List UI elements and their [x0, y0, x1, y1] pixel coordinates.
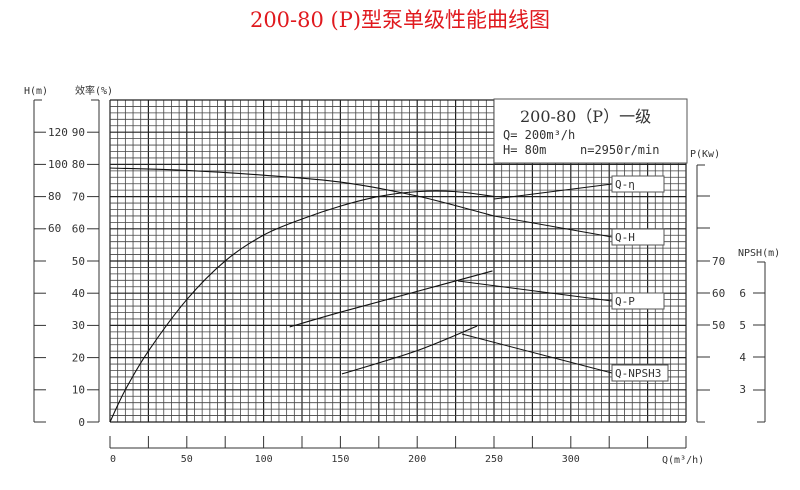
p-tick-label: 60 [712, 287, 725, 300]
label-box-q-p [611, 292, 665, 310]
x-tick-label: 100 [255, 454, 273, 465]
h-tick-label: 120 [48, 126, 68, 139]
eff-tick-label: 0 [78, 416, 85, 429]
axes: 1201008060908070605040302010070605065430… [33, 99, 766, 465]
info-model: 200-80（P）一级 [520, 107, 651, 126]
curve-label-q-npsh3: Q-NPSH3 [615, 367, 661, 380]
info-box [493, 98, 688, 164]
leader-line-q- [493, 183, 613, 200]
curve-q- [109, 190, 495, 423]
info-head: H= 80m [503, 143, 546, 157]
npsh-tick-label: 5 [739, 319, 746, 332]
curve-q-p [289, 270, 493, 328]
npsh-tick-label: 4 [739, 351, 746, 364]
h-tick-label: 80 [48, 190, 61, 203]
info-flow: Q= 200m³/h [503, 128, 575, 142]
x-tick-label: 200 [408, 454, 426, 465]
eff-tick-label: 80 [72, 158, 85, 171]
h-tick-label: 100 [48, 158, 68, 171]
label-box-q-h [611, 228, 665, 246]
label-box-q-npsh3 [611, 364, 669, 382]
grid [109, 99, 687, 423]
curve-label-q-: Q-η [615, 178, 635, 191]
info-speed: n=2950r/min [580, 143, 659, 157]
x-tick-label: 300 [562, 454, 580, 465]
npsh-tick-label: 3 [739, 383, 746, 396]
npsh-tick-label: 6 [739, 287, 746, 300]
p-axis-label: P(Kw) [690, 149, 720, 160]
label-box-q- [611, 175, 665, 193]
curve-q-h [109, 167, 495, 217]
eff-tick-label: 90 [72, 126, 85, 139]
h-axis-label: H(m) [24, 86, 48, 97]
eff-axis-label: 效率(%) [75, 84, 113, 97]
x-axis-label: Q(m³/h) [662, 455, 704, 466]
x-tick-label: 0 [110, 454, 116, 465]
leader-line-q-npsh3 [461, 333, 613, 374]
curve-label-q-p: Q-P [615, 295, 635, 308]
eff-tick-label: 70 [72, 190, 85, 203]
chart-title: 200-80 (P)型泵单级性能曲线图 [249, 8, 551, 32]
curves: Q-η Q-H Q-P Q-NPSH3 [109, 167, 669, 423]
leader-line-q-h [493, 215, 613, 238]
curve-q-npsh3 [341, 325, 478, 375]
x-tick-label: 50 [181, 454, 193, 465]
leader-line-q-p [457, 280, 613, 302]
eff-tick-label: 50 [72, 255, 85, 268]
eff-tick-label: 20 [72, 351, 85, 364]
eff-tick-label: 10 [72, 384, 85, 397]
eff-tick-label: 30 [72, 319, 85, 332]
curve-label-q-h: Q-H [615, 231, 635, 244]
x-tick-label: 150 [331, 454, 349, 465]
p-tick-label: 70 [712, 255, 725, 268]
npsh-axis-label: NPSH(m) [738, 248, 780, 259]
h-tick-label: 60 [48, 222, 61, 235]
x-tick-label: 250 [485, 454, 503, 465]
eff-tick-label: 40 [72, 287, 85, 300]
p-tick-label: 50 [712, 319, 725, 332]
eff-tick-label: 60 [72, 223, 85, 236]
